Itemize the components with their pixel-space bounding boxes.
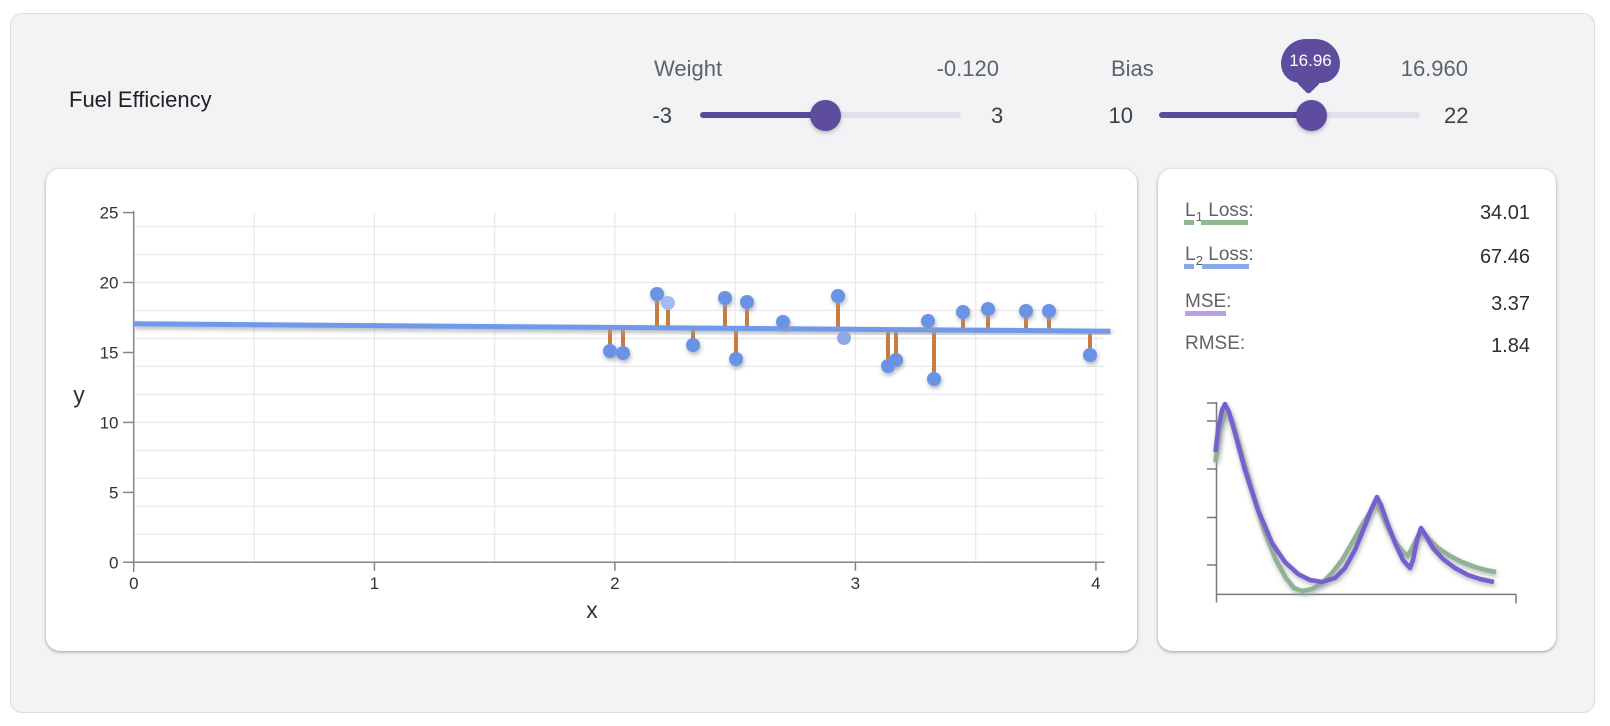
svg-text:1: 1 xyxy=(370,574,379,593)
svg-text:25: 25 xyxy=(100,204,119,223)
svg-text:0: 0 xyxy=(129,574,138,593)
svg-text:y: y xyxy=(73,382,85,408)
svg-text:15: 15 xyxy=(100,344,119,363)
svg-text:20: 20 xyxy=(100,274,119,293)
svg-text:2: 2 xyxy=(610,574,619,593)
svg-text:x: x xyxy=(586,597,598,623)
svg-text:4: 4 xyxy=(1091,574,1100,593)
svg-text:5: 5 xyxy=(109,483,118,502)
svg-text:0: 0 xyxy=(109,553,118,572)
svg-text:10: 10 xyxy=(100,413,119,432)
svg-text:3: 3 xyxy=(851,574,860,593)
